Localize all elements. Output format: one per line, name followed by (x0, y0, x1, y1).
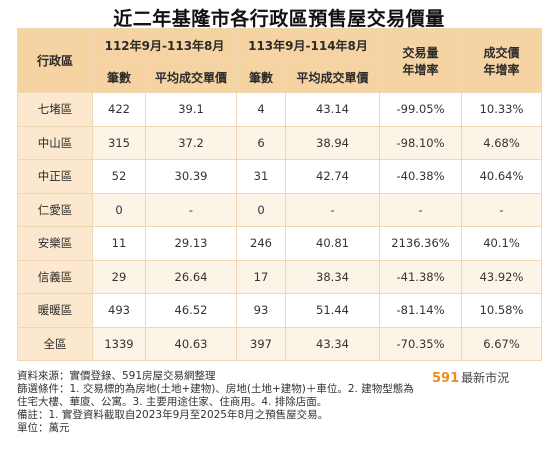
cell-price-1: - (145, 192, 237, 227)
header-count-1: 筆數 (92, 61, 146, 93)
cell-volume-yoy: -81.14% (379, 293, 462, 328)
cell-price-2: 51.44 (285, 293, 380, 328)
header-price-yoy-label: 成交價 年增率 (483, 45, 520, 77)
cell-district: 暖暖區 (17, 293, 93, 328)
cell-count-2: 397 (236, 326, 286, 361)
cell-price-1: 46.52 (145, 293, 237, 328)
cell-district: 中正區 (17, 159, 93, 194)
cell-count-2: 0 (236, 192, 286, 227)
cell-district: 仁愛區 (17, 192, 93, 227)
cell-volume-yoy: 2136.36% (379, 226, 462, 261)
cell-count-1: 11 (92, 226, 146, 261)
header-price-yoy: 成交價 年增率 (461, 28, 542, 93)
brand-number: 591 (432, 371, 460, 386)
cell-price-2: - (285, 192, 380, 227)
table-row: 仁愛區 0 - 0 - - - (17, 192, 542, 227)
cell-price-yoy: 40.1% (461, 226, 542, 261)
table-row: 七堵區 422 39.1 4 43.14 -99.05% 10.33% (17, 92, 542, 127)
cell-count-2: 17 (236, 259, 286, 294)
header-avg-price-1: 平均成交單價 (145, 61, 237, 93)
cell-count-1: 52 (92, 159, 146, 194)
cell-count-1: 29 (92, 259, 146, 294)
header-volume-yoy: 交易量 年增率 (379, 28, 462, 93)
cell-price-1: 37.2 (145, 125, 237, 160)
cell-district: 七堵區 (17, 92, 93, 127)
cell-price-yoy: 43.92% (461, 259, 542, 294)
cell-volume-yoy: -98.10% (379, 125, 462, 160)
cell-price-2: 42.74 (285, 159, 380, 194)
cell-price-1: 30.39 (145, 159, 237, 194)
cell-count-1: 0 (92, 192, 146, 227)
cell-volume-yoy: -70.35% (379, 326, 462, 361)
table-row: 安樂區 11 29.13 246 40.81 2136.36% 40.1% (17, 226, 542, 261)
header-volume-yoy-label: 交易量 年增率 (402, 45, 439, 77)
header-period2: 113年9月-114年8月 (236, 28, 380, 62)
cell-volume-yoy: -40.38% (379, 159, 462, 194)
cell-count-1: 493 (92, 293, 146, 328)
cell-price-2: 38.94 (285, 125, 380, 160)
cell-volume-yoy: -99.05% (379, 92, 462, 127)
cell-count-2: 93 (236, 293, 286, 328)
data-table: 行政區 112年9月-113年8月 113年9月-114年8月 交易量 年增率 … (17, 28, 542, 361)
cell-price-2: 43.34 (285, 326, 380, 361)
cell-district: 安樂區 (17, 226, 93, 261)
cell-district: 中山區 (17, 125, 93, 160)
cell-price-yoy: 6.67% (461, 326, 542, 361)
page-title: 近二年基隆市各行政區預售屋交易價量 (113, 8, 445, 30)
cell-count-2: 4 (236, 92, 286, 127)
header-avg-price-2: 平均成交單價 (285, 61, 380, 93)
note-filter: 篩選條件：1. 交易標的為房地(土地+建物)、房地(土地+建物)＋車位。2. 建… (17, 383, 414, 408)
cell-price-1: 40.63 (145, 326, 237, 361)
cell-price-2: 38.34 (285, 259, 380, 294)
table-row: 中山區 315 37.2 6 38.94 -98.10% 4.68% (17, 125, 542, 160)
cell-price-1: 29.13 (145, 226, 237, 261)
cell-count-2: 31 (236, 159, 286, 194)
cell-district: 全區 (17, 326, 93, 361)
cell-count-2: 6 (236, 125, 286, 160)
cell-price-yoy: 40.64% (461, 159, 542, 194)
cell-district: 信義區 (17, 259, 93, 294)
table-row-total: 全區 1339 40.63 397 43.34 -70.35% 6.67% (17, 326, 542, 361)
note-source: 資料來源：實價登錄、591房屋交易網整理 (17, 370, 216, 382)
table-row: 中正區 52 30.39 31 42.74 -40.38% 40.64% (17, 159, 542, 194)
header-district: 行政區 (17, 28, 93, 93)
cell-count-2: 246 (236, 226, 286, 261)
header-count-2: 筆數 (236, 61, 286, 93)
cell-price-2: 40.81 (285, 226, 380, 261)
footnotes: 資料來源：實價登錄、591房屋交易網整理 篩選條件：1. 交易標的為房地(土地+… (17, 370, 417, 435)
cell-count-1: 1339 (92, 326, 146, 361)
table-row: 信義區 29 26.64 17 38.34 -41.38% 43.92% (17, 259, 542, 294)
note-remark: 備註：1. 實登資料截取自2023年9月至2025年8月之預售屋交易。 (17, 409, 329, 421)
note-unit: 單位：萬元 (17, 422, 70, 434)
brand-text: 最新市況 (461, 371, 510, 385)
cell-price-1: 26.64 (145, 259, 237, 294)
brand-logo: 591 最新市況 (432, 369, 509, 386)
cell-volume-yoy: - (379, 192, 462, 227)
cell-volume-yoy: -41.38% (379, 259, 462, 294)
cell-price-yoy: 10.33% (461, 92, 542, 127)
cell-price-yoy: 10.58% (461, 293, 542, 328)
cell-price-yoy: - (461, 192, 542, 227)
header-period1: 112年9月-113年8月 (92, 28, 237, 62)
table-row: 暖暖區 493 46.52 93 51.44 -81.14% 10.58% (17, 293, 542, 328)
cell-price-yoy: 4.68% (461, 125, 542, 160)
cell-count-1: 422 (92, 92, 146, 127)
cell-count-1: 315 (92, 125, 146, 160)
cell-price-2: 43.14 (285, 92, 380, 127)
cell-price-1: 39.1 (145, 92, 237, 127)
